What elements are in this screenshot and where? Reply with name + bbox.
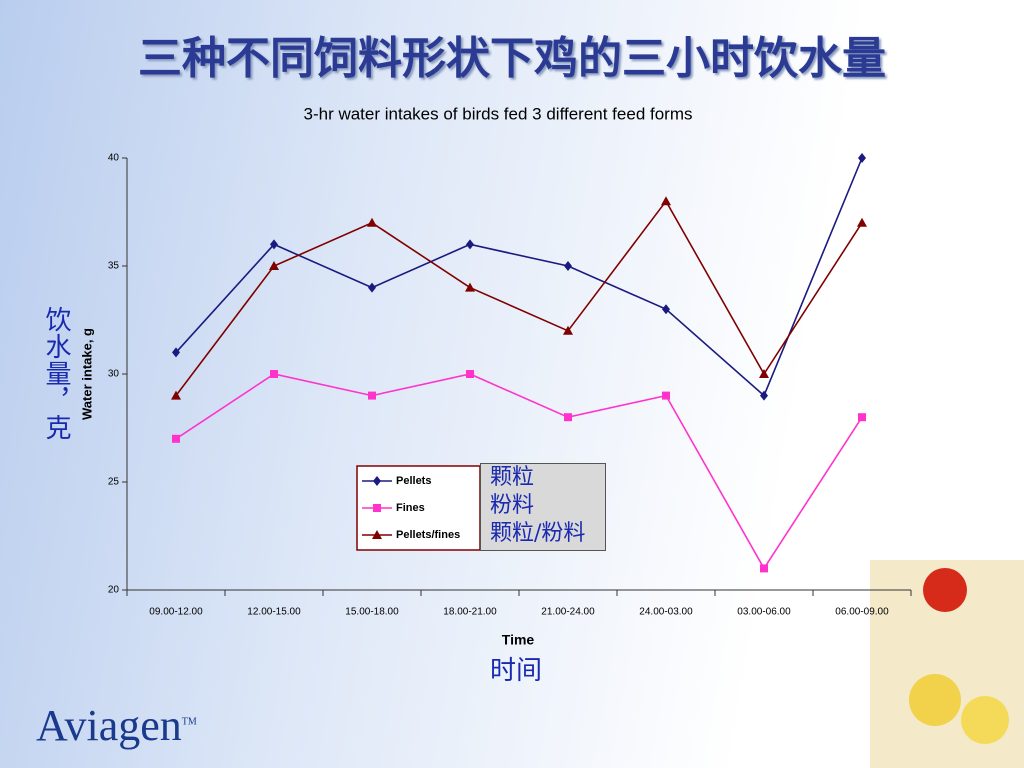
data-point — [270, 239, 278, 250]
y-tick-label: 25 — [108, 477, 120, 488]
logo: AviagenTM — [36, 700, 197, 751]
data-point — [661, 196, 671, 206]
data-point — [563, 325, 573, 335]
legend-label: Fines — [396, 502, 425, 514]
y-tick-label: 40 — [108, 153, 120, 164]
data-point — [172, 434, 180, 443]
y-axis-label: Water intake, g — [79, 328, 94, 420]
series-line — [175, 157, 863, 397]
series-line — [175, 373, 863, 570]
legend-marker — [373, 476, 381, 486]
legend-cn: 颗粒 粉料 颗粒/粉料 — [480, 463, 606, 551]
series-line — [175, 199, 863, 397]
legend-cn-entry: 粉料 — [490, 493, 535, 518]
data-point — [858, 153, 866, 163]
x-axis-label: Time — [502, 632, 535, 648]
x-tick-label: 09.00-12.00 — [149, 607, 203, 618]
data-point — [564, 413, 572, 422]
legend-marker — [373, 504, 381, 512]
x-tick-label: 21.00-24.00 — [541, 607, 595, 618]
data-point — [466, 239, 474, 250]
data-point — [368, 282, 376, 293]
decoration — [923, 568, 967, 612]
data-point — [662, 391, 670, 400]
y-label-cn: 饮水量，克 — [41, 306, 71, 441]
x-tick-label: 24.00-03.00 — [639, 607, 693, 618]
data-point — [466, 370, 474, 378]
data-point — [857, 217, 867, 227]
x-tick-label: 15.00-18.00 — [345, 607, 399, 618]
decoration — [909, 674, 961, 726]
chart-title: 3-hr water intakes of birds fed 3 differ… — [304, 104, 693, 123]
y-tick-label: 20 — [108, 585, 120, 596]
data-point — [858, 413, 866, 422]
y-tick-label: 30 — [108, 369, 120, 380]
data-point — [465, 282, 475, 292]
data-point — [759, 369, 769, 378]
data-point — [564, 261, 572, 271]
x-tick-label: 03.00-06.00 — [737, 607, 791, 618]
legend-label: Pellets — [396, 475, 431, 487]
data-point — [760, 390, 768, 401]
data-point — [172, 347, 180, 358]
decoration — [961, 696, 1009, 744]
legend-cn-entry: 颗粒/粉料 — [490, 521, 586, 546]
legend-cn-entry: 颗粒 — [490, 465, 535, 490]
x-tick-label: 12.00-15.00 — [247, 607, 301, 618]
x-tick-label: 06.00-09.00 — [835, 607, 889, 618]
slide-title: 三种不同饲料形状下鸡的三小时饮水量 — [138, 33, 886, 84]
data-point — [270, 370, 278, 378]
x-label-cn: 时间 — [490, 656, 543, 686]
data-point — [760, 564, 768, 573]
data-point — [662, 304, 670, 315]
logo-text: Aviagen — [36, 701, 182, 750]
legend-marker — [372, 530, 382, 539]
logo-mark: TM — [181, 716, 197, 728]
legend-label: Pellets/fines — [396, 529, 460, 541]
data-point — [367, 217, 377, 227]
data-point — [269, 261, 279, 270]
data-point — [171, 390, 181, 400]
x-tick-label: 18.00-21.00 — [443, 607, 497, 618]
y-tick-label: 35 — [108, 261, 120, 272]
data-point — [368, 391, 376, 400]
